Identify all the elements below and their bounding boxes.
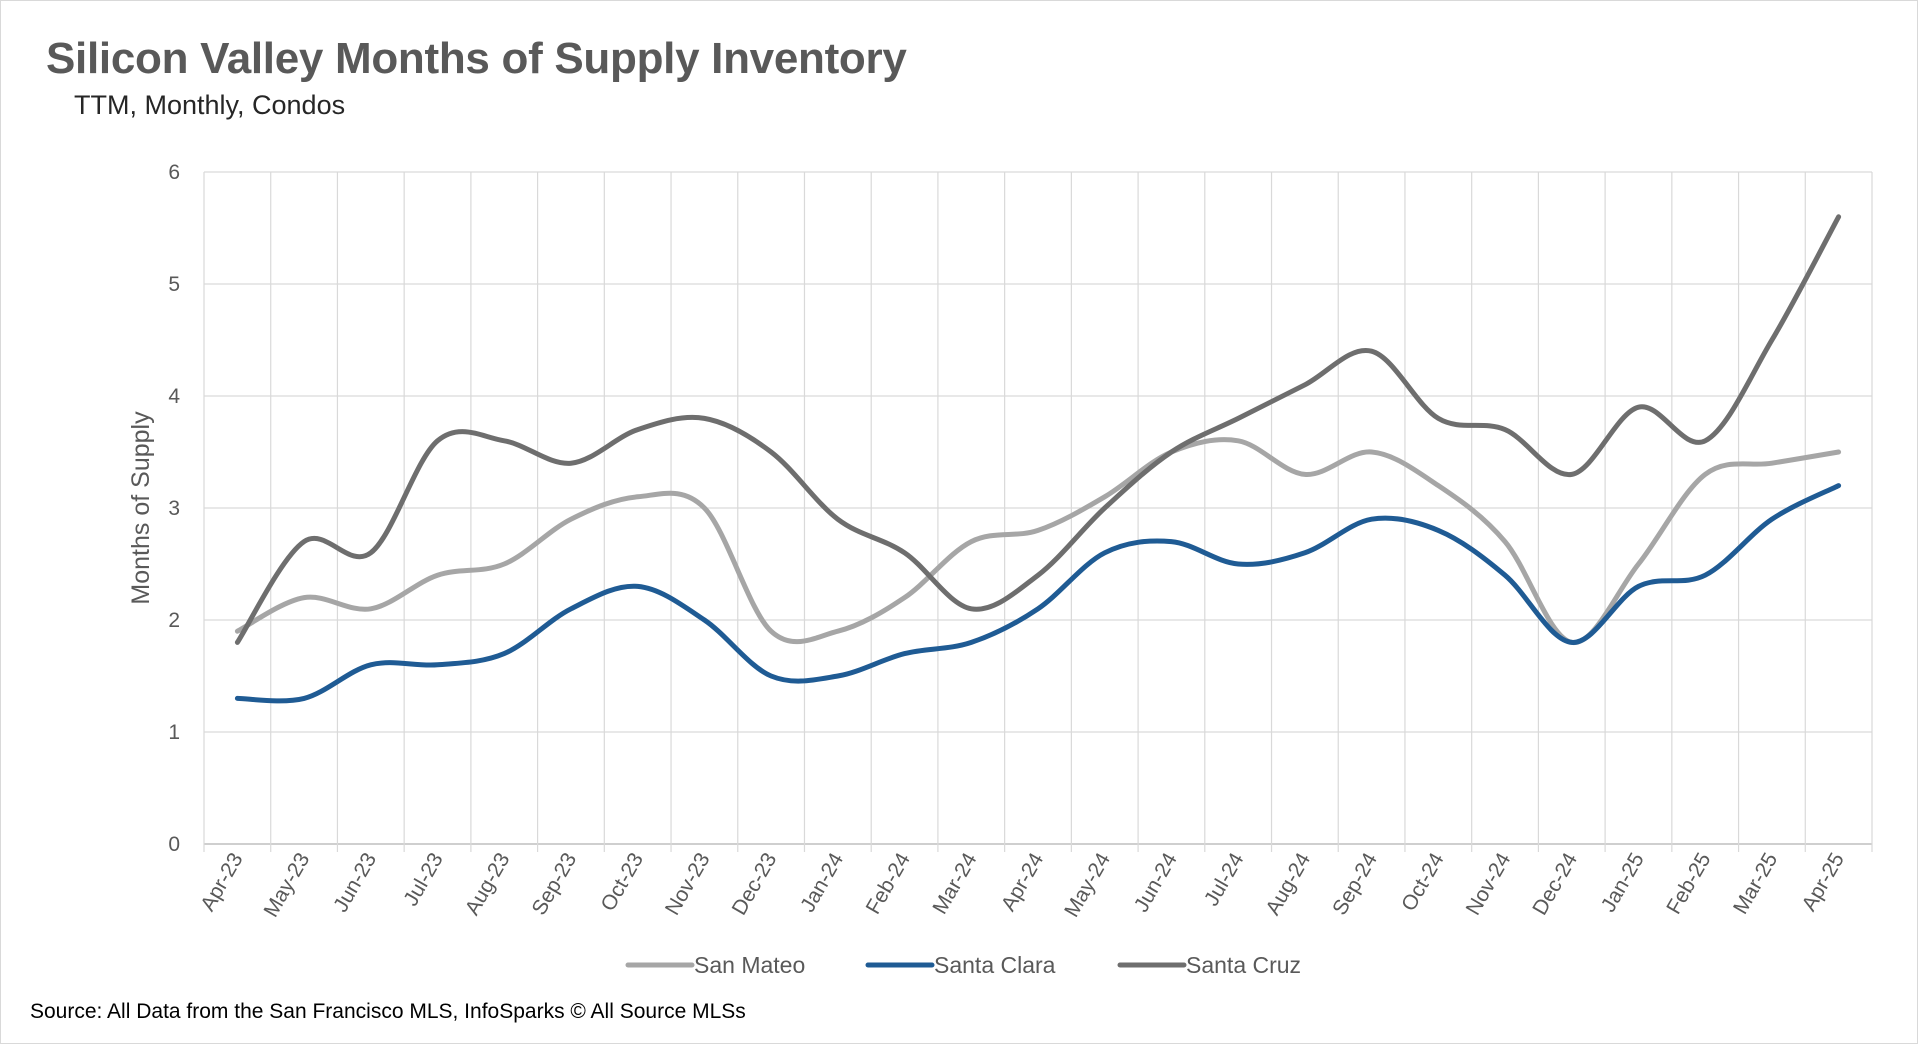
chart-subtitle: TTM, Monthly, Condos (74, 90, 346, 120)
x-tick-label: Feb-24 (862, 849, 915, 918)
y-tick-label: 2 (168, 609, 180, 632)
x-tick-label: Aug-23 (461, 849, 515, 919)
x-axis-ticks: Apr-23 May-23 Jun-23 Jul-23 Aug-23 Sep-23 Oct-… (196, 849, 1849, 921)
x-tick-label: Jun-23 (329, 849, 381, 916)
x-tick-label: Nov-23 (661, 849, 715, 919)
y-tick-label: 3 (168, 497, 180, 520)
x-tick-label: Mar-25 (1729, 849, 1782, 918)
series-line-san-mateo (234, 437, 1842, 645)
source-note: Source: All Data from the San Francisco … (30, 1000, 746, 1023)
chart-title: Silicon Valley Months of Supply Inventor… (46, 34, 907, 83)
x-tick-label: Oct-24 (1397, 849, 1449, 915)
grid-lines (203, 171, 1873, 852)
x-tick-label: May-24 (1060, 849, 1115, 921)
y-axis-ticks: 0 1 2 3 4 5 6 (168, 161, 180, 856)
x-tick-label: Oct-23 (597, 849, 648, 915)
x-tick-label: Dec-23 (728, 849, 782, 919)
series-line-santa-clara (234, 483, 1842, 704)
x-tick-label: Jan-25 (1597, 849, 1649, 916)
y-tick-label: 4 (168, 385, 180, 408)
x-tick-label: Nov-24 (1462, 849, 1516, 919)
legend-label-san-mateo: San Mateo (694, 952, 805, 978)
x-tick-label: Apr-24 (997, 849, 1049, 915)
y-axis-label: Months of Supply (127, 411, 155, 605)
x-tick-label: Apr-25 (1798, 849, 1849, 915)
x-tick-label: Jan-24 (796, 849, 848, 916)
legend-label-santa-cruz: Santa Cruz (1186, 952, 1301, 978)
y-tick-label: 6 (168, 161, 180, 184)
x-tick-label: May-23 (259, 849, 314, 921)
y-tick-label: 1 (168, 721, 180, 744)
series-line-santa-cruz (234, 214, 1842, 645)
x-tick-label: Apr-23 (196, 849, 247, 915)
x-tick-label: Aug-24 (1261, 849, 1315, 919)
x-tick-label: Jul-24 (1200, 849, 1249, 910)
series-lines (234, 214, 1842, 704)
x-tick-label: Sep-23 (528, 849, 582, 919)
legend-label-santa-clara: Santa Clara (934, 952, 1056, 978)
x-tick-label: Jul-23 (399, 849, 448, 910)
x-tick-label: Dec-24 (1528, 849, 1582, 919)
x-tick-label: Sep-24 (1328, 849, 1382, 919)
x-tick-label: Feb-25 (1662, 849, 1715, 918)
x-tick-label: Jun-24 (1130, 849, 1182, 916)
y-tick-label: 0 (168, 833, 180, 856)
y-tick-label: 5 (168, 273, 180, 296)
x-tick-label: Mar-24 (928, 849, 981, 918)
legend: San Mateo Santa Clara Santa Cruz (625, 952, 1301, 978)
